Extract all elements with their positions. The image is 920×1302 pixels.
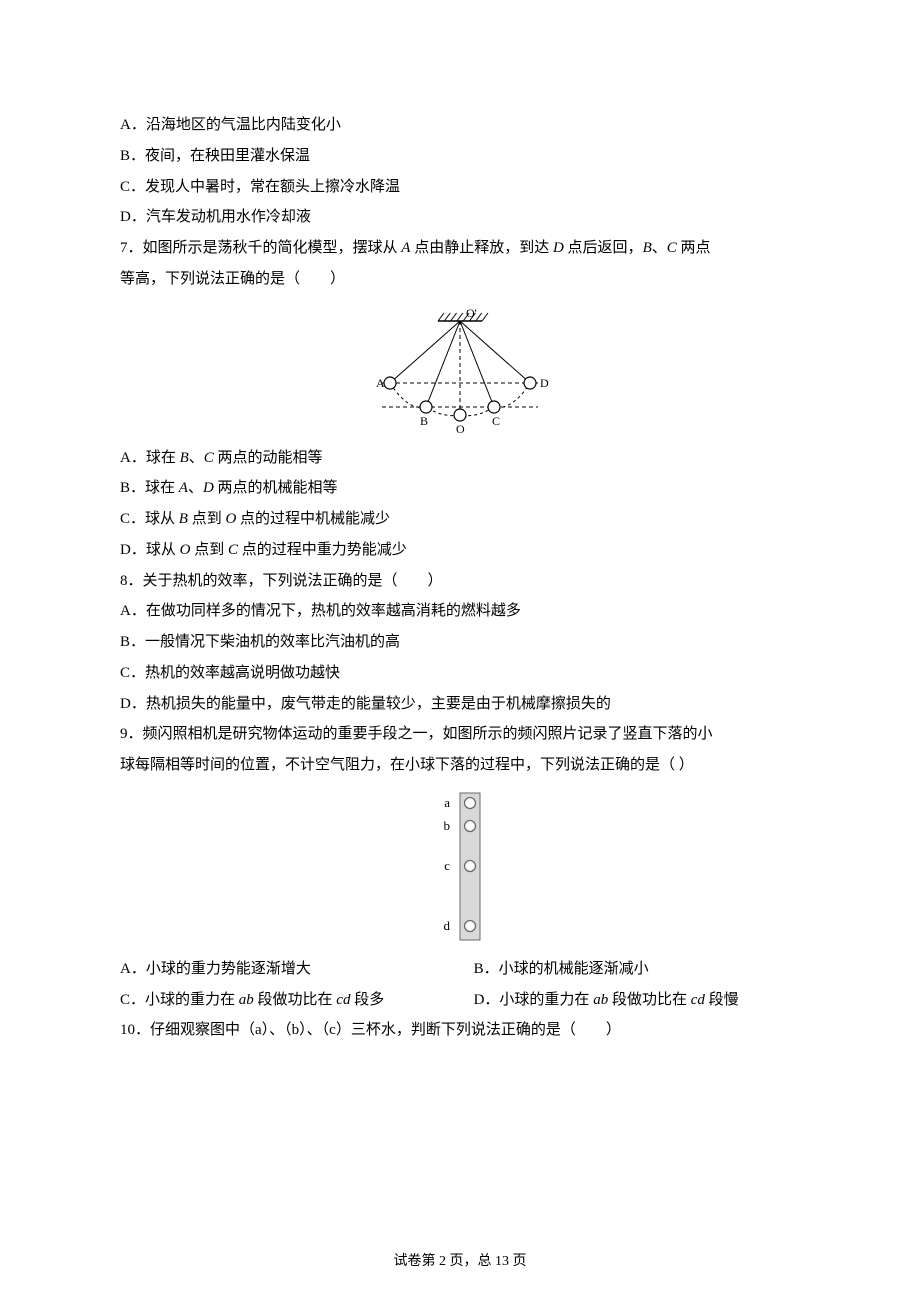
q7-option-a: A．球在 B、C 两点的动能相等 xyxy=(120,443,800,474)
q7-optB-D: D xyxy=(203,480,214,496)
q7-stem-D: D xyxy=(553,240,564,256)
q7-option-b: B．球在 A、D 两点的机械能相等 xyxy=(120,473,800,504)
q7-optC-mid: 点到 xyxy=(188,511,226,527)
q7-stem-line2: 等高，下列说法正确的是（ ） xyxy=(120,264,800,295)
q7-optC-1: C．球从 xyxy=(120,511,179,527)
q7-optC-2: 点的过程中机械能减少 xyxy=(236,511,390,527)
svg-text:a: a xyxy=(444,795,450,810)
page-footer: 试卷第 2 页，总 13 页 xyxy=(0,1250,920,1270)
svg-text:B: B xyxy=(420,414,428,428)
q9-optD-1: D．小球的重力在 xyxy=(474,992,594,1008)
q7-optB-1: B．球在 xyxy=(120,480,179,496)
q9-stem-line1: 9．频闪照相机是研究物体运动的重要手段之一，如图所示的频闪照片记录了竖直下落的小 xyxy=(120,719,800,750)
q7-optB-A: A xyxy=(179,480,188,496)
q7-option-c: C．球从 B 点到 O 点的过程中机械能减少 xyxy=(120,504,800,535)
q7-optD-C: C xyxy=(228,542,238,558)
q7-optD-2: 点的过程中重力势能减少 xyxy=(238,542,407,558)
svg-text:C: C xyxy=(492,414,500,428)
q7-stem-part2: 点由静止释放，到达 xyxy=(410,240,553,256)
q7-optC-O: O xyxy=(225,511,236,527)
svg-text:A: A xyxy=(376,376,385,390)
q9-optD-3: 段慢 xyxy=(705,992,739,1008)
svg-text:O': O' xyxy=(466,306,477,320)
q8-option-c: C．热机的效率越高说明做功越快 xyxy=(120,658,800,689)
q9-optC-3: 段多 xyxy=(350,992,384,1008)
q6-option-a: A．沿海地区的气温比内陆变化小 xyxy=(120,110,800,141)
q7-optA-1: A．球在 xyxy=(120,450,180,466)
q9-option-c: C．小球的重力在 ab 段做功比在 cd 段多 xyxy=(120,985,474,1016)
q7-optD-mid: 点到 xyxy=(190,542,228,558)
q7-stem-part1: 7．如图所示是荡秋千的简化模型，摆球从 xyxy=(120,240,401,256)
q7-optD-1: D．球从 xyxy=(120,542,180,558)
q7-optA-sep: 、 xyxy=(189,450,204,466)
q7-optA-B: B xyxy=(180,450,189,466)
q9-optC-cd: cd xyxy=(336,992,350,1008)
q7-stem-sep: 、 xyxy=(652,240,667,256)
q10-stem: 10．仔细观察图中（a）、（b）、（c）三杯水，判断下列说法正确的是（ ） xyxy=(120,1015,800,1046)
q7-stem-B: B xyxy=(643,240,652,256)
q7-optC-B: B xyxy=(179,511,188,527)
q7-optB-sep: 、 xyxy=(188,480,203,496)
svg-text:b: b xyxy=(444,818,451,833)
q8-option-d: D．热机损失的能量中，废气带走的能量较少，主要是由于机械摩擦损失的 xyxy=(120,689,800,720)
q7-optB-2: 两点的机械能相等 xyxy=(214,480,338,496)
q9-optD-ab: ab xyxy=(593,992,608,1008)
pendulum-diagram-icon: O' A B O C D xyxy=(370,303,550,433)
svg-text:d: d xyxy=(444,918,451,933)
q6-option-b: B．夜间，在秧田里灌水保温 xyxy=(120,141,800,172)
q9-optC-ab: ab xyxy=(239,992,254,1008)
q9-stem-line2: 球每隔相等时间的位置，不计空气阻力，在小球下落的过程中，下列说法正确的是（ ） xyxy=(120,750,800,781)
svg-text:D: D xyxy=(540,376,549,390)
svg-text:O: O xyxy=(456,422,465,433)
q8-option-b: B．一般情况下柴油机的效率比汽油机的高 xyxy=(120,627,800,658)
q6-option-d: D．汽车发动机用水作冷却液 xyxy=(120,202,800,233)
q9-figure: ab c d xyxy=(120,789,800,944)
q7-stem-part3: 点后返回， xyxy=(564,240,643,256)
q7-stem-part4: 两点 xyxy=(677,240,711,256)
q7-stem-line1: 7．如图所示是荡秋千的简化模型，摆球从 A 点由静止释放，到达 D 点后返回，B… xyxy=(120,233,800,264)
q7-option-d: D．球从 O 点到 C 点的过程中重力势能减少 xyxy=(120,535,800,566)
q7-optA-C: C xyxy=(204,450,214,466)
q6-option-c: C．发现人中暑时，常在额头上擦冷水降温 xyxy=(120,172,800,203)
q9-optC-2: 段做功比在 xyxy=(254,992,337,1008)
q7-figure: O' A B O C D xyxy=(120,303,800,433)
q9-option-b: B．小球的机械能逐渐减小 xyxy=(474,954,800,985)
q8-stem: 8．关于热机的效率，下列说法正确的是（ ） xyxy=(120,566,800,597)
q7-stem-C: C xyxy=(667,240,677,256)
q8-option-a: A．在做功同样多的情况下，热机的效率越高消耗的燃料越多 xyxy=(120,596,800,627)
falling-ball-strobe-icon: ab c d xyxy=(430,789,490,944)
q7-optA-2: 两点的动能相等 xyxy=(214,450,323,466)
q7-optD-O: O xyxy=(180,542,191,558)
q9-options-row2: C．小球的重力在 ab 段做功比在 cd 段多 D．小球的重力在 ab 段做功比… xyxy=(120,985,800,1016)
q9-options-row1: A．小球的重力势能逐渐增大 B．小球的机械能逐渐减小 xyxy=(120,954,800,985)
svg-text:c: c xyxy=(444,858,450,873)
q9-optD-cd: cd xyxy=(691,992,705,1008)
q9-option-a: A．小球的重力势能逐渐增大 xyxy=(120,954,474,985)
q9-optC-1: C．小球的重力在 xyxy=(120,992,239,1008)
q9-option-d: D．小球的重力在 ab 段做功比在 cd 段慢 xyxy=(474,985,800,1016)
q9-optD-2: 段做功比在 xyxy=(608,992,691,1008)
